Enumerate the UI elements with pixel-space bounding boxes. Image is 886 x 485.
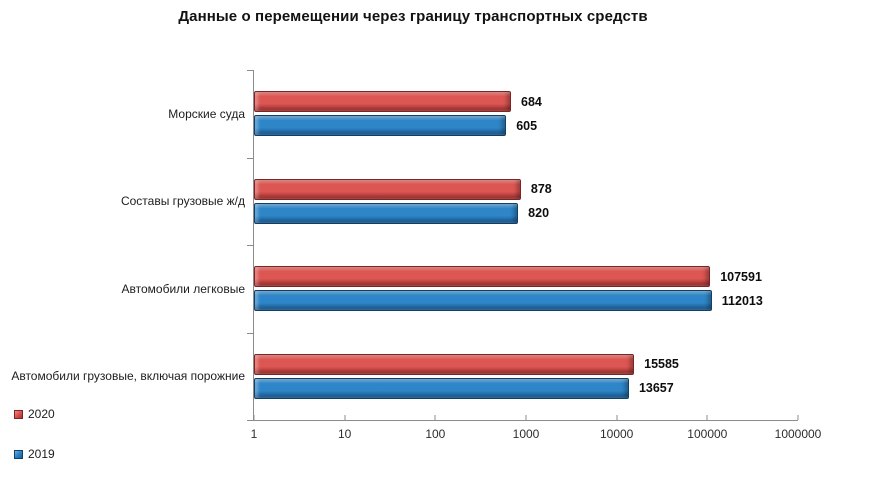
bar-value-label: 605 xyxy=(516,118,538,133)
y-axis-tick xyxy=(247,420,253,421)
x-axis-tick-label: 1 xyxy=(250,427,258,441)
legend-swatch-icon xyxy=(14,409,23,419)
category-row: Автомобили грузовые, включая порожние 155… xyxy=(11,333,798,421)
y-axis-tick xyxy=(247,70,253,71)
category-row: Автомобили легковые 107591 112013 xyxy=(122,245,798,333)
bar-2020 xyxy=(254,353,635,375)
x-axis-tick xyxy=(253,415,255,420)
series-line-2019: 820 xyxy=(254,202,798,224)
y-axis-tick xyxy=(247,245,253,246)
y-axis-tick xyxy=(247,332,253,334)
legend-item-2019: 2019 xyxy=(14,447,55,461)
bar-2019 xyxy=(254,202,519,224)
y-axis-tick xyxy=(247,157,253,159)
x-axis-tick-label: 1000000 xyxy=(774,427,822,441)
x-axis-tick-label: 100 xyxy=(425,427,446,441)
bar-value-label: 13657 xyxy=(638,381,674,396)
x-axis-tick-label: 10000 xyxy=(599,427,634,441)
x-axis-tick-label: 10 xyxy=(337,427,352,441)
x-axis-tick xyxy=(344,415,346,420)
series-line-2020: 878 xyxy=(254,178,798,200)
bar-2019 xyxy=(254,377,629,399)
bar-value-label: 878 xyxy=(530,182,552,197)
legend-swatch-icon xyxy=(14,449,23,459)
x-axis-tick xyxy=(616,415,618,420)
bar-value-label: 112013 xyxy=(721,293,763,308)
x-axis-tick-label: 1000 xyxy=(512,427,540,441)
legend-label: 2020 xyxy=(28,407,55,421)
plot-area: Морские суда 684 605 Составы грузовые ж/д 87… xyxy=(11,70,821,441)
legend-item-2020: 2020 xyxy=(14,407,55,421)
bar-value-label: 107591 xyxy=(720,269,762,284)
series-line-2020: 684 xyxy=(254,91,798,113)
bar-value-label: 15585 xyxy=(644,357,679,372)
category-label: Морские суда xyxy=(168,106,245,121)
category-label: Автомобили легковые xyxy=(121,281,245,296)
series-line-2019: 605 xyxy=(254,115,798,137)
x-axis-tick xyxy=(434,415,436,420)
series-line-2020: 107591 xyxy=(254,266,798,288)
category-label: Составы грузовые ж/д xyxy=(120,194,245,209)
bar-value-label: 820 xyxy=(528,206,550,221)
x-axis-tick-label: 100000 xyxy=(687,427,728,441)
bar-2020 xyxy=(254,178,521,200)
bar-value-label: 684 xyxy=(521,94,542,109)
series-line-2019: 112013 xyxy=(254,290,798,312)
bar-rows: Морские суда 684 605 Составы грузовые ж/д 87… xyxy=(11,70,798,421)
chart-title: Данные о перемещении через границу транс… xyxy=(178,8,648,25)
legend-label: 2019 xyxy=(28,447,55,461)
series-line-2020: 15585 xyxy=(254,353,798,375)
category-row: Морские суда 684 605 xyxy=(168,70,798,158)
x-axis-tick xyxy=(797,415,799,420)
bar-2020 xyxy=(254,266,711,288)
category-label: Автомобили грузовые, включая порожние xyxy=(11,369,245,384)
bar-2020 xyxy=(254,91,512,113)
x-axis-tick xyxy=(525,415,527,420)
x-axis-tick xyxy=(706,415,708,420)
legend: 2020 2019 xyxy=(14,407,55,461)
category-row: Составы грузовые ж/д 878 820 xyxy=(121,158,798,246)
series-line-2019: 13657 xyxy=(254,377,798,399)
bar-2019 xyxy=(254,290,712,312)
bar-2019 xyxy=(254,115,507,137)
